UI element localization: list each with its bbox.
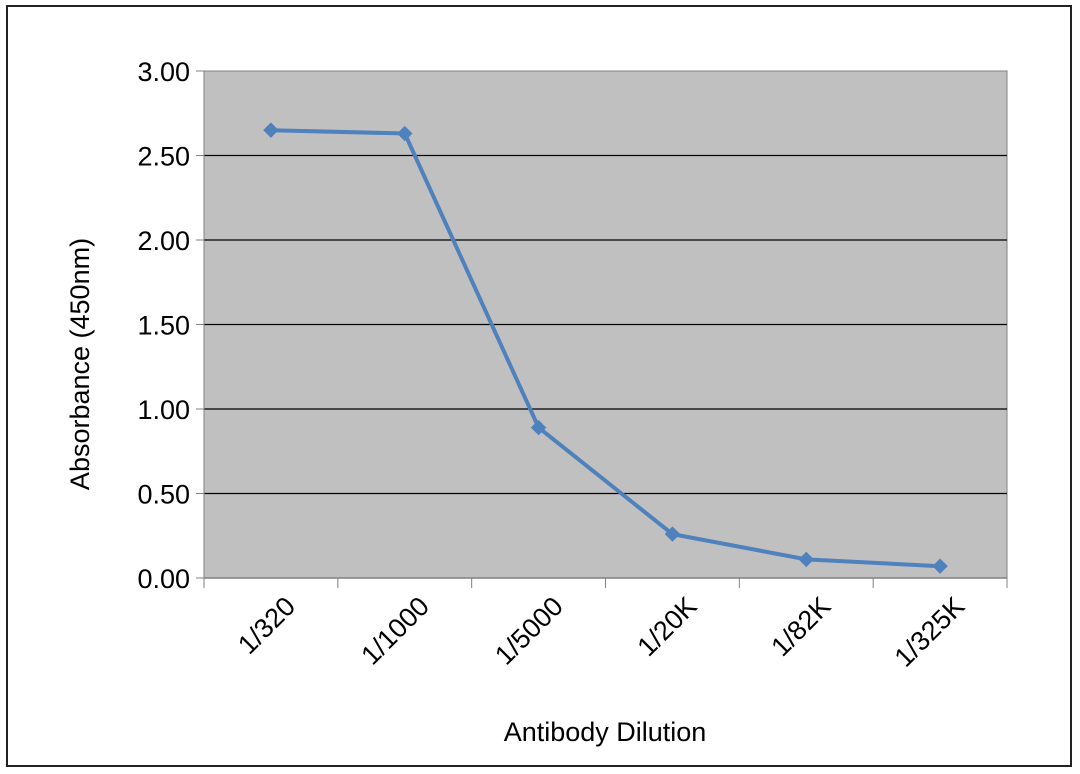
- data-point: [530, 419, 547, 436]
- data-point: [798, 551, 814, 568]
- x-tick-label: 1/325K: [889, 591, 971, 673]
- y-tick-label: 1.00: [137, 395, 190, 425]
- series-group: [263, 122, 948, 574]
- y-tick-label: 1.50: [137, 311, 190, 341]
- y-tick-label: 2.00: [137, 226, 190, 256]
- data-point: [397, 125, 413, 142]
- x-tick-label: 1/82K: [765, 591, 836, 662]
- x-tick-label: 1/320: [232, 591, 301, 660]
- x-tick-label: 1/1000: [355, 591, 435, 671]
- grid-lines: [204, 154, 1007, 495]
- x-axis: 1/320 1/1000 1/5000 1/20K 1/82K 1/325K: [203, 577, 1008, 673]
- series-line: [268, 128, 943, 569]
- x-tick-label: 1/5000: [489, 591, 569, 671]
- data-point: [664, 526, 681, 542]
- data-point: [263, 122, 279, 138]
- x-axis-title: Antibody Dilution: [504, 717, 707, 747]
- data-point: [932, 558, 948, 574]
- x-tick-label: 1/20K: [632, 591, 703, 662]
- y-axis-title: Absorbance (450nm): [65, 238, 95, 490]
- y-tick-label: 3.00: [137, 57, 190, 87]
- y-tick-label: 0.50: [137, 480, 190, 510]
- y-axis: 0.00 0.50 1.00 1.50 2.00 2.50 3.00: [137, 57, 205, 594]
- y-tick-label: 2.50: [137, 142, 190, 172]
- y-tick-label: 0.00: [137, 564, 190, 594]
